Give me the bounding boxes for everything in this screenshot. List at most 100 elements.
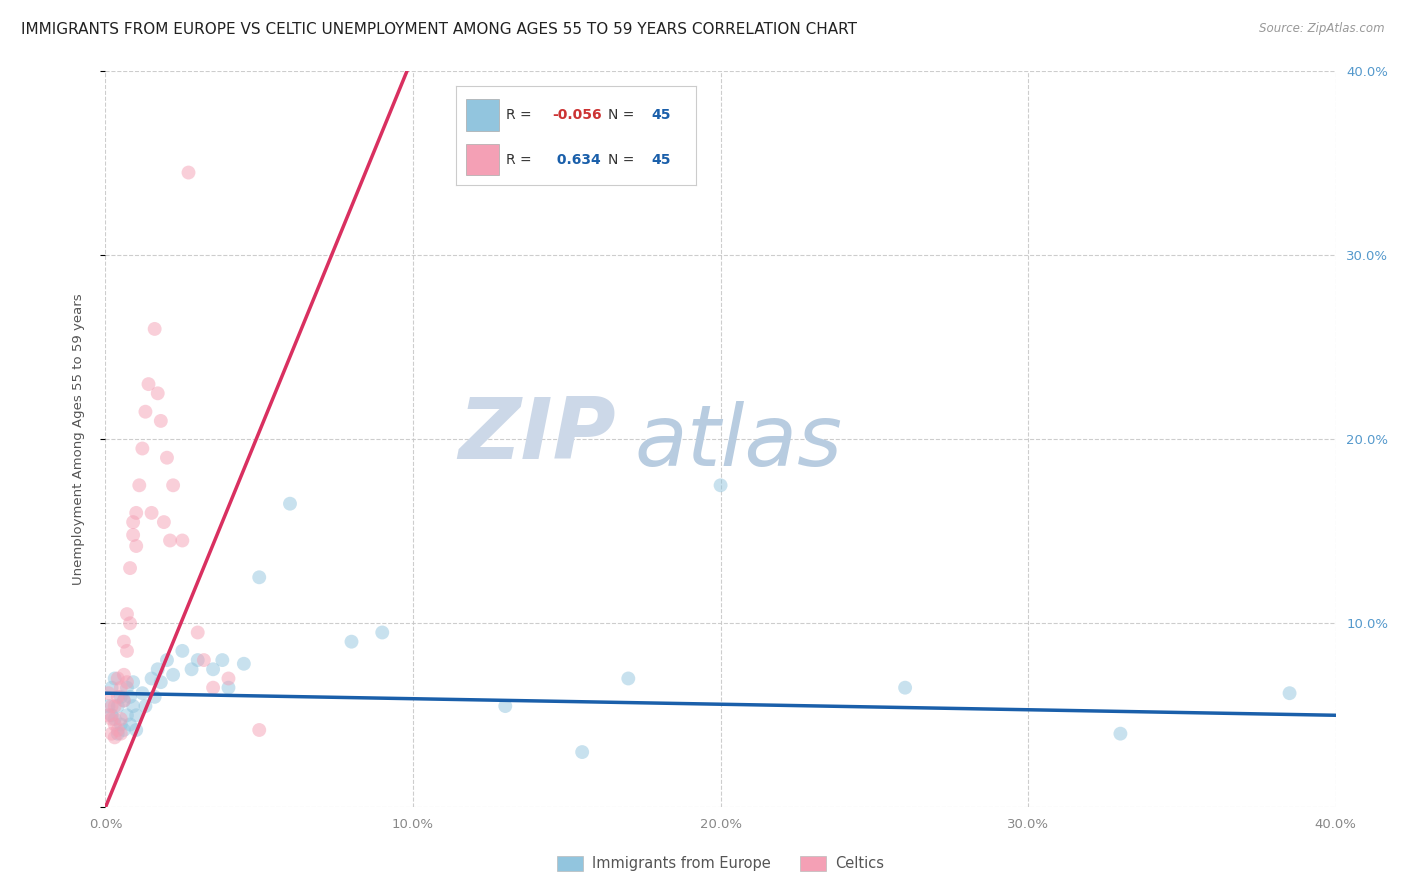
- Point: [97, 686, 120, 700]
- Point: [110, 690, 132, 704]
- Point: [120, 561, 141, 575]
- Point: [218, 672, 240, 686]
- Point: [1278, 686, 1301, 700]
- Y-axis label: Unemployment Among Ages 55 to 59 years: Unemployment Among Ages 55 to 59 years: [72, 293, 84, 585]
- Point: [97, 708, 120, 723]
- Point: [138, 377, 160, 392]
- Point: [100, 712, 122, 726]
- Point: [112, 693, 135, 707]
- Point: [571, 745, 593, 759]
- Point: [120, 717, 141, 731]
- Point: [122, 515, 145, 529]
- Point: [710, 478, 733, 492]
- Text: IMMIGRANTS FROM EUROPE VS CELTIC UNEMPLOYMENT AMONG AGES 55 TO 59 YEARS CORRELAT: IMMIGRANTS FROM EUROPE VS CELTIC UNEMPLO…: [21, 22, 858, 37]
- Point: [172, 533, 194, 548]
- Point: [100, 726, 122, 740]
- Point: [107, 726, 129, 740]
- Point: [278, 497, 301, 511]
- Point: [177, 165, 200, 179]
- Point: [112, 693, 135, 707]
- Text: 45: 45: [651, 153, 671, 167]
- Point: [115, 644, 138, 658]
- Point: [112, 667, 135, 681]
- Point: [894, 681, 917, 695]
- Point: [125, 506, 148, 520]
- Point: [202, 662, 225, 676]
- Point: [247, 570, 270, 584]
- Point: [211, 653, 233, 667]
- Point: [162, 478, 184, 492]
- Point: [97, 699, 120, 714]
- Point: [112, 723, 135, 737]
- Point: [131, 686, 153, 700]
- Point: [104, 672, 127, 686]
- Point: [371, 625, 394, 640]
- Point: [134, 405, 156, 419]
- Text: atlas: atlas: [634, 401, 842, 484]
- Point: [104, 699, 127, 714]
- Point: [110, 681, 132, 695]
- Point: [218, 681, 240, 695]
- Point: [120, 616, 141, 631]
- Point: [104, 717, 127, 731]
- Text: Source: ZipAtlas.com: Source: ZipAtlas.com: [1260, 22, 1385, 36]
- Point: [156, 450, 179, 465]
- Point: [146, 662, 169, 676]
- Point: [120, 690, 141, 704]
- Legend: Immigrants from Europe, Celtics: Immigrants from Europe, Celtics: [551, 850, 890, 877]
- Point: [104, 731, 127, 745]
- Point: [107, 690, 129, 704]
- Text: N =: N =: [609, 153, 634, 167]
- Point: [115, 675, 138, 690]
- Point: [100, 699, 122, 714]
- Point: [141, 672, 163, 686]
- Point: [180, 662, 202, 676]
- Text: 0.634: 0.634: [553, 153, 600, 167]
- Point: [340, 634, 363, 648]
- Text: ZIP: ZIP: [458, 394, 616, 477]
- Text: R =: R =: [506, 153, 531, 167]
- FancyBboxPatch shape: [465, 99, 499, 131]
- Point: [100, 708, 122, 723]
- Point: [107, 672, 129, 686]
- Point: [122, 675, 145, 690]
- Point: [128, 478, 150, 492]
- Point: [110, 712, 132, 726]
- Point: [143, 690, 166, 704]
- Point: [125, 723, 148, 737]
- Text: 45: 45: [651, 108, 671, 122]
- Point: [112, 634, 135, 648]
- Point: [115, 607, 138, 621]
- Point: [617, 672, 640, 686]
- Point: [187, 625, 209, 640]
- Point: [134, 699, 156, 714]
- Point: [153, 515, 176, 529]
- Point: [202, 681, 225, 695]
- Point: [156, 653, 179, 667]
- Point: [104, 712, 127, 726]
- Point: [122, 699, 145, 714]
- Point: [131, 442, 153, 456]
- Point: [110, 726, 132, 740]
- Text: N =: N =: [609, 108, 634, 122]
- Point: [149, 414, 172, 428]
- Point: [146, 386, 169, 401]
- Point: [141, 506, 163, 520]
- Point: [187, 653, 209, 667]
- Text: R =: R =: [506, 108, 531, 122]
- Point: [494, 699, 516, 714]
- Point: [125, 539, 148, 553]
- Point: [110, 717, 132, 731]
- Point: [107, 723, 129, 737]
- Point: [149, 675, 172, 690]
- Point: [232, 657, 254, 671]
- Point: [107, 699, 129, 714]
- Point: [100, 681, 122, 695]
- Point: [159, 533, 181, 548]
- Point: [193, 653, 215, 667]
- Point: [162, 667, 184, 681]
- Point: [122, 528, 145, 542]
- Point: [143, 322, 166, 336]
- Point: [247, 723, 270, 737]
- Point: [115, 708, 138, 723]
